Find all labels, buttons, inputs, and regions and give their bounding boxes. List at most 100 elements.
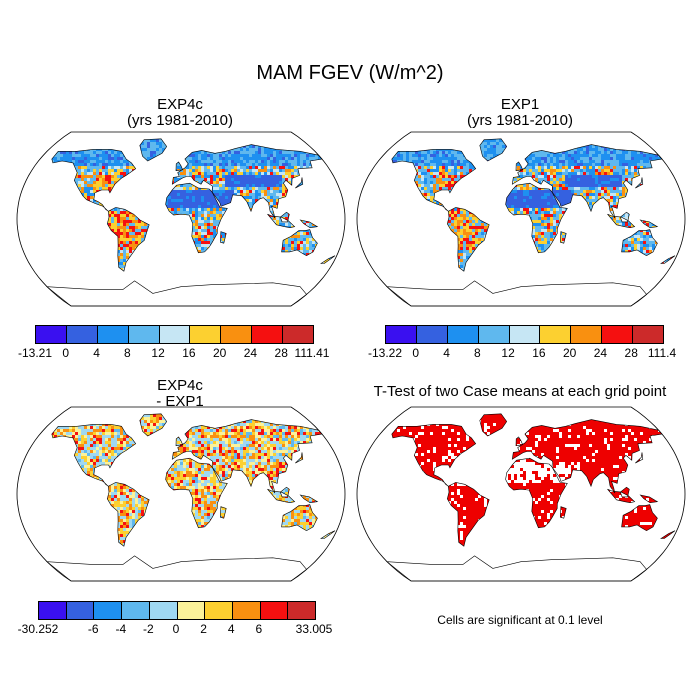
colorbar-exp1 [385, 325, 664, 344]
colorbar-tick-label: 20 [563, 346, 576, 360]
panel3-title-line2: - EXP1 [30, 394, 330, 410]
colorbar-tick-label: -30.252 [18, 622, 59, 636]
coastline-newguinea [639, 494, 659, 504]
coastline-greenland [139, 138, 168, 162]
panel4-title: T-Test of two Case means at each grid po… [345, 384, 695, 400]
panel2-title-line2: (yrs 1981-2010) [370, 113, 670, 129]
colorbar-tick-label: 24 [594, 346, 607, 360]
coastline-namerica [51, 424, 137, 487]
coastline-madagascar [559, 231, 567, 244]
colorbar-tick-label: 4 [228, 622, 235, 636]
coastline-samerica [446, 207, 490, 272]
colorbar-swatch [447, 326, 479, 343]
coastline-antarctica [46, 555, 308, 582]
coastline-japan [295, 177, 304, 189]
colorbar-exp4c [35, 325, 314, 344]
panel2-title-line1: EXP1 [370, 97, 670, 113]
coastline-madagascar [559, 506, 567, 519]
colorbar-tick-label: 0 [173, 622, 180, 636]
coastline-eurasia [171, 144, 323, 219]
colorbar-swatch [386, 326, 417, 343]
colorbar-swatch [39, 602, 67, 619]
colorbar-swatch [478, 326, 510, 343]
coastline-indonesia [607, 488, 636, 504]
colorbar-swatch [159, 326, 191, 343]
colorbar-swatch [540, 326, 572, 343]
colorbar-swatch [252, 326, 284, 343]
colorbar-swatch [36, 326, 67, 343]
colorbar-difference-labels: -30.252 -6 -4 -2 0 2 4 6 33.005 [18, 622, 333, 638]
map-panel-exp4c [16, 131, 346, 307]
colorbar-swatch [177, 602, 206, 619]
colorbar-tick-label: 6 [255, 622, 262, 636]
panel4-title-line1: T-Test of two Case means at each grid po… [345, 384, 695, 400]
colorbar-tick-label: -4 [115, 622, 126, 636]
coastline-indonesia [607, 213, 636, 229]
coastline-britain [175, 161, 184, 172]
coastline-eurasia [511, 419, 663, 494]
coastline-eurasia [511, 144, 663, 219]
panel1-title: EXP4c (yrs 1981-2010) [30, 97, 330, 129]
coastline-australia [281, 229, 318, 257]
colorbar-swatch [283, 326, 314, 343]
map-panel-ttest [356, 406, 686, 582]
coastline-newguinea [299, 219, 319, 229]
map-border [356, 406, 686, 582]
colorbar-tick-label: 24 [244, 346, 257, 360]
colorbar-tick-label: 20 [213, 346, 226, 360]
colorbar-tick-label: 4 [93, 346, 100, 360]
colorbar-tick-label: -13.22 [368, 346, 402, 360]
coastline-africa [165, 457, 228, 529]
colorbar-tick-label: 28 [275, 346, 288, 360]
map-border [16, 131, 346, 307]
coastline-britain [175, 436, 184, 447]
coastline-borneo [619, 211, 630, 223]
coastline-britain [515, 161, 524, 172]
coastline-newzealand [319, 255, 336, 264]
colorbar-swatch [97, 326, 129, 343]
coastline-namerica [51, 149, 137, 212]
coastline-japan [635, 177, 644, 189]
colorbar-swatch [94, 602, 123, 619]
colorbar-tick-label: 2 [200, 622, 207, 636]
coastline-samerica [106, 482, 150, 547]
coastline-newzealand [659, 530, 676, 539]
coastline-antarctica [386, 555, 648, 582]
colorbar-tick-label: 111.41 [295, 346, 330, 360]
colorbar-swatch [602, 326, 634, 343]
colorbar-tick-label: 16 [182, 346, 195, 360]
coastline-australia [621, 229, 658, 257]
coastline-greenland [479, 413, 508, 437]
coastline-australia [281, 504, 318, 532]
colorbar-exp1-labels: -13.22 0 4 8 12 16 20 24 28 111.4 [368, 346, 676, 362]
colorbar-swatch [66, 326, 98, 343]
coastline-antarctica [386, 280, 648, 307]
coastline-africa [505, 182, 568, 254]
colorbar-swatch [260, 602, 289, 619]
colorbar-swatch [633, 326, 664, 343]
coastline-namerica [391, 424, 477, 487]
panel3-title: EXP4c - EXP1 [30, 378, 330, 410]
colorbar-tick-label: 4 [443, 346, 450, 360]
colorbar-swatch [416, 326, 448, 343]
colorbar-swatch [571, 326, 603, 343]
coastline-greenland [479, 138, 508, 162]
colorbar-tick-label: 33.005 [296, 622, 333, 636]
colorbar-swatch [221, 326, 253, 343]
coastline-madagascar [219, 506, 227, 519]
colorbar-tick-label: 0 [412, 346, 419, 360]
colorbar-tick-label: -2 [143, 622, 154, 636]
colorbar-swatch [232, 602, 261, 619]
coastline-japan [295, 452, 304, 464]
coastline-indonesia [267, 213, 296, 229]
colorbar-swatch [66, 602, 95, 619]
colorbar-difference [38, 601, 316, 620]
coastline-namerica [391, 149, 477, 212]
significance-note: Cells are significant at 0.1 level [380, 613, 660, 627]
colorbar-tick-label: 12 [151, 346, 164, 360]
coastline-greenland [139, 413, 168, 437]
coastline-borneo [279, 211, 290, 223]
colorbar-tick-label: -6 [88, 622, 99, 636]
colorbar-swatch [122, 602, 150, 619]
coastline-samerica [446, 482, 490, 547]
